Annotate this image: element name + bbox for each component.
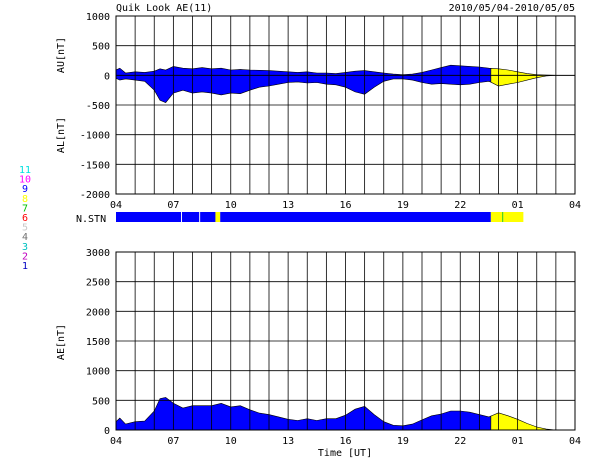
x-tick-label: 19 — [397, 436, 409, 447]
legend-item-4: 4 — [22, 232, 28, 243]
y-tick-label: -1000 — [80, 131, 110, 142]
au-axis-label: AU[nT] — [56, 37, 67, 73]
ae-area-blue — [115, 397, 492, 431]
ae-area-yellow — [490, 412, 575, 431]
nstn-label: N.STN — [76, 214, 106, 225]
x-tick-label: 01 — [512, 436, 524, 447]
nstn-segment — [490, 212, 503, 222]
chart-title: Quik Look AE(11) — [116, 3, 212, 14]
x-tick-label: 04 — [110, 436, 122, 447]
legend-item-9: 9 — [22, 184, 28, 195]
legend-item-3: 3 — [22, 242, 28, 253]
x-tick-label: 07 — [167, 436, 179, 447]
x-tick-label: 04 — [569, 200, 581, 211]
legend-item-1: 1 — [22, 261, 28, 272]
y-tick-label: 500 — [92, 42, 110, 53]
legend-item-7: 7 — [22, 203, 28, 214]
al-area-blue — [115, 75, 492, 103]
x-tick-label: 04 — [569, 436, 581, 447]
legend-item-2: 2 — [22, 251, 28, 262]
x-tick-label: 16 — [339, 200, 351, 211]
nstn-segment — [215, 212, 221, 222]
au-area-yellow — [490, 67, 576, 76]
panel-frame — [115, 15, 576, 195]
y-tick-label: 1000 — [86, 367, 110, 378]
y-tick-label: -500 — [86, 101, 110, 112]
legend-item-5: 5 — [22, 223, 28, 234]
nstn-bar — [116, 212, 524, 222]
x-tick-label: 10 — [225, 436, 237, 447]
nstn-segment — [220, 212, 491, 222]
panel-frame — [115, 251, 576, 431]
y-tick-label: 2500 — [86, 278, 110, 289]
x-tick-label: 22 — [454, 436, 466, 447]
y-tick-label: 1500 — [86, 337, 110, 348]
y-tick-label: 0 — [104, 426, 110, 437]
legend-item-10: 10 — [19, 175, 31, 186]
legend-item-8: 8 — [22, 194, 28, 205]
x-tick-label: 13 — [282, 200, 294, 211]
y-tick-label: -2000 — [80, 190, 110, 201]
legend-item-11: 11 — [19, 165, 31, 176]
x-tick-label: 16 — [339, 436, 351, 447]
nstn-segment — [502, 212, 504, 222]
x-tick-label: 10 — [225, 200, 237, 211]
y-tick-label: 1000 — [86, 12, 110, 23]
y-tick-label: 3000 — [86, 248, 110, 259]
au-area-blue — [115, 64, 492, 76]
al-axis-label: AL[nT] — [56, 117, 67, 153]
al-area-yellow — [490, 75, 576, 87]
ae-axis-label: AE[nT] — [56, 324, 67, 360]
legend-item-6: 6 — [22, 213, 28, 224]
x-axis-title: Time [UT] — [318, 448, 372, 459]
y-tick-label: 2000 — [86, 307, 110, 318]
nstn-segment — [116, 212, 182, 222]
x-tick-label: 22 — [454, 200, 466, 211]
x-tick-label: 19 — [397, 200, 409, 211]
x-tick-label: 13 — [282, 436, 294, 447]
y-tick-label: 500 — [92, 396, 110, 407]
nstn-segment — [181, 212, 200, 222]
x-tick-label: 07 — [167, 200, 179, 211]
nstn-segment — [200, 212, 216, 222]
x-tick-label: 04 — [110, 200, 122, 211]
date-range: 2010/05/04-2010/05/05 — [449, 3, 575, 14]
y-tick-label: 0 — [104, 71, 110, 82]
y-tick-label: -1500 — [80, 160, 110, 171]
x-tick-label: 01 — [512, 200, 524, 211]
nstn-segment — [503, 212, 524, 222]
